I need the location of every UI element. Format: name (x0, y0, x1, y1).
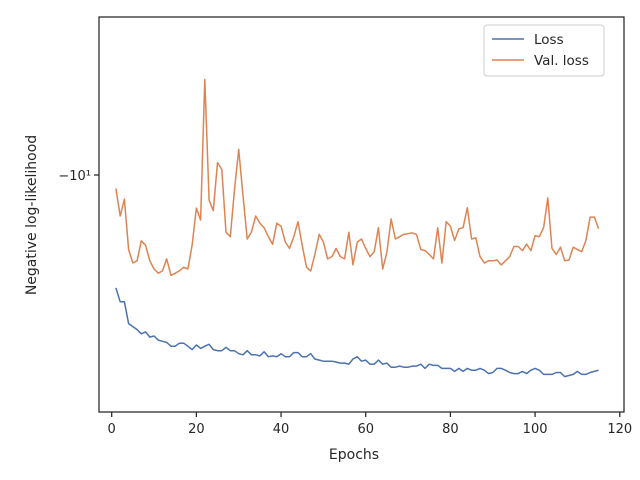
ticks-layer: 0 20 40 60 80 100 120 −10¹ (58, 169, 632, 437)
y-tick-label: −10¹ (58, 169, 91, 184)
x-tick-label: 0 (108, 422, 116, 437)
legend-label-val-loss: Val. loss (534, 53, 589, 69)
plot-frame (98, 16, 625, 413)
legend-box (483, 24, 605, 77)
legend: Loss Val. loss (483, 24, 605, 77)
x-axis-label: Epochs (329, 447, 379, 463)
series-line-val-loss (115, 78, 600, 277)
series-layer (115, 78, 600, 378)
x-tick-label: 20 (188, 422, 205, 437)
x-tick-label: 120 (607, 422, 632, 437)
series-line-loss (115, 287, 599, 378)
x-tick-label: 40 (273, 422, 290, 437)
legend-label-loss: Loss (534, 32, 564, 48)
x-tick-label: 60 (357, 422, 374, 437)
x-tick-label: 100 (523, 422, 548, 437)
x-tick-label: 80 (442, 422, 459, 437)
y-axis-label: Negative log-likelihood (24, 135, 40, 295)
plot-background (99, 17, 624, 412)
